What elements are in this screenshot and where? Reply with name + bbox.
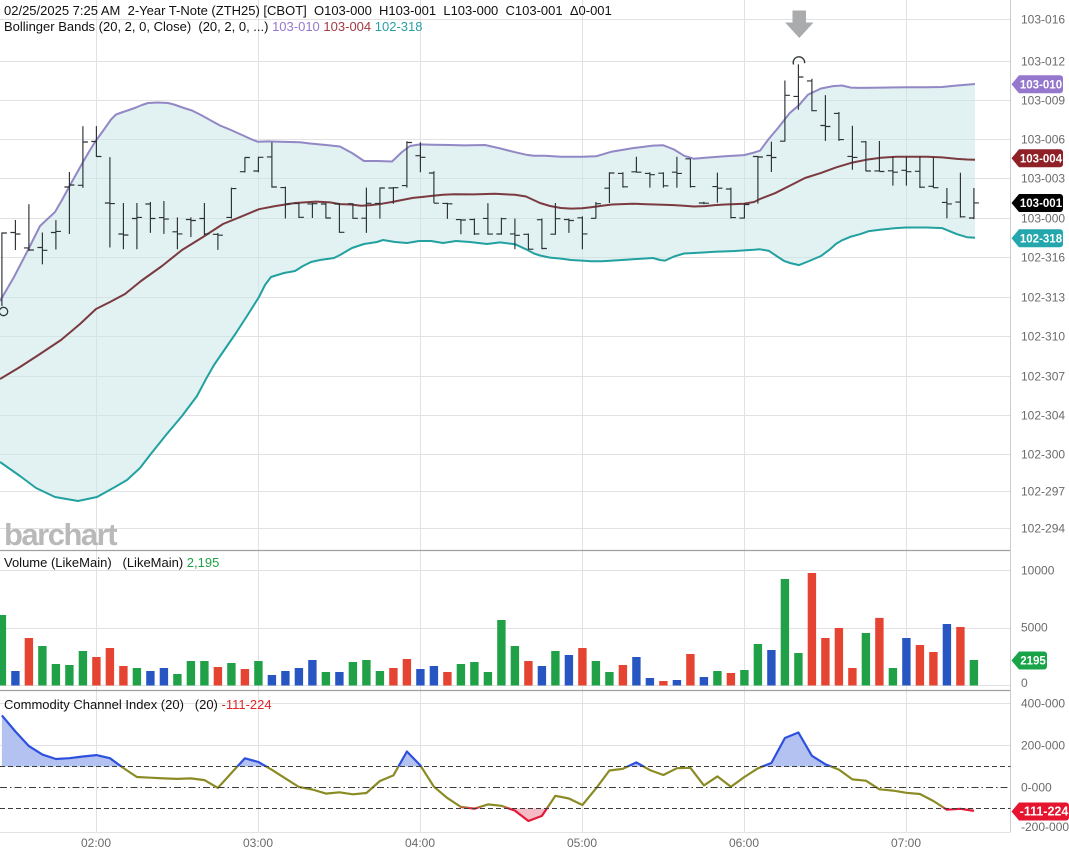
svg-text:06:00: 06:00: [729, 836, 759, 850]
svg-text:103-000: 103-000: [1021, 212, 1065, 226]
svg-text:-200-000: -200-000: [1021, 820, 1069, 834]
svg-text:102-304: 102-304: [1021, 409, 1065, 423]
svg-text:103-012: 103-012: [1021, 55, 1065, 69]
svg-text:103-004: 103-004: [1020, 154, 1063, 166]
svg-text:103-001: 103-001: [1020, 198, 1063, 210]
svg-text:10000: 10000: [1021, 564, 1055, 578]
svg-text:Commodity Channel Index (20): Commodity Channel Index (20) (20) -111-2…: [4, 697, 272, 712]
svg-text:07:00: 07:00: [891, 836, 921, 850]
svg-text:0: 0: [1021, 676, 1028, 690]
svg-text:05:00: 05:00: [567, 836, 597, 850]
svg-text:103-003: 103-003: [1021, 172, 1065, 186]
svg-text:5000: 5000: [1021, 621, 1048, 635]
svg-text:103-006: 103-006: [1021, 133, 1065, 147]
svg-text:0-000: 0-000: [1021, 781, 1052, 795]
svg-text:102-316: 102-316: [1021, 251, 1065, 265]
svg-text:103-009: 103-009: [1021, 94, 1065, 108]
svg-text:02/25/2025 7:25 AM 2-Year T-N: 02/25/2025 7:25 AM 2-Year T-Note (ZTH25)…: [4, 3, 612, 18]
svg-text:102-307: 102-307: [1021, 370, 1065, 384]
svg-text:Volume (LikeMain) (LikeMain): Volume (LikeMain) (LikeMain) 2,195: [4, 555, 219, 570]
svg-text:-111-224: -111-224: [1020, 805, 1069, 819]
svg-text:103-010: 103-010: [1020, 80, 1062, 92]
svg-text:102-300: 102-300: [1021, 448, 1065, 462]
svg-text:400-000: 400-000: [1021, 697, 1065, 711]
svg-text:102-313: 102-313: [1021, 291, 1065, 305]
svg-text:200-000: 200-000: [1021, 739, 1065, 753]
svg-text:102-294: 102-294: [1021, 522, 1065, 536]
svg-text:04:00: 04:00: [405, 836, 435, 850]
svg-text:03:00: 03:00: [243, 836, 273, 850]
svg-text:2195: 2195: [1020, 656, 1046, 668]
svg-text:barchart: barchart: [4, 517, 117, 552]
svg-text:102-297: 102-297: [1021, 485, 1065, 499]
svg-text:102-310: 102-310: [1021, 330, 1065, 344]
svg-text:02:00: 02:00: [81, 836, 111, 850]
svg-text:Bollinger Bands (20, 2, 0, Clo: Bollinger Bands (20, 2, 0, Close) (20, 2…: [4, 19, 422, 34]
svg-text:102-318: 102-318: [1020, 234, 1063, 246]
svg-text:103-016: 103-016: [1021, 13, 1065, 27]
